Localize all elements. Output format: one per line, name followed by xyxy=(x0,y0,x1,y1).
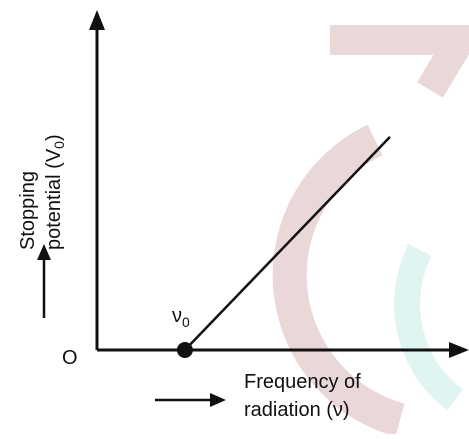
y-axis-label-line2: potential (V0) xyxy=(43,134,67,250)
x-axis-label-arrow xyxy=(155,393,226,407)
x-axis-label-line1: Frequency of xyxy=(244,371,361,393)
y-axis-label-arrow xyxy=(37,244,51,318)
series-line xyxy=(183,136,391,351)
watermark-logo xyxy=(272,25,469,437)
threshold-point xyxy=(176,342,193,358)
y-axis-label: Stopping xyxy=(17,171,39,250)
y-axis-label-subscript: 0 xyxy=(51,141,67,149)
x-axis-label-line2: radiation (ν) xyxy=(244,399,350,421)
x-axis-arrowhead xyxy=(449,342,469,358)
y-axis-arrowhead xyxy=(89,10,105,30)
threshold-label-symbol: ν xyxy=(172,305,182,327)
y-axis-label-close: ) xyxy=(43,134,65,141)
y-axis-label-text: potential (V xyxy=(43,148,65,250)
y-axis-label-2: potential (V0) xyxy=(43,134,67,250)
y-axis-label-line1: Stopping xyxy=(17,171,39,250)
threshold-label: ν0 xyxy=(172,305,190,330)
threshold-label-subscript: 0 xyxy=(182,314,190,330)
origin-label: O xyxy=(62,347,78,369)
